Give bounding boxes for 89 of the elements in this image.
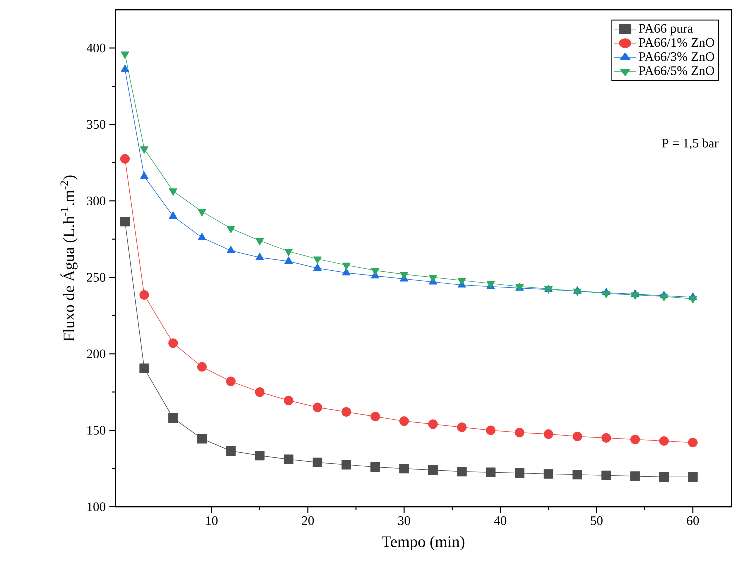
point (226, 446, 236, 456)
point (140, 364, 150, 374)
point (631, 292, 640, 300)
point (284, 256, 294, 264)
point (428, 465, 438, 476)
point (314, 256, 322, 264)
point (197, 362, 208, 372)
point (602, 470, 612, 480)
point (140, 172, 149, 180)
point (602, 433, 612, 443)
point (169, 212, 178, 219)
point (630, 434, 640, 445)
point (400, 272, 409, 280)
y-tick-label: 250 (87, 273, 106, 282)
point (140, 146, 149, 154)
point (659, 436, 670, 446)
point (428, 420, 438, 430)
x-tick-label: 20 (302, 516, 314, 526)
legend-label: PA66/5% ZnO (639, 66, 714, 76)
point (198, 209, 206, 217)
x-tick-label: 40 (494, 516, 507, 526)
point (169, 188, 178, 196)
point (400, 464, 410, 474)
y-tick-label: 150 (88, 426, 106, 435)
point (255, 450, 265, 461)
point (226, 226, 236, 234)
x-tick-label: 10 (206, 516, 218, 526)
point (255, 388, 265, 398)
point (515, 468, 525, 478)
point (121, 52, 130, 60)
point (486, 426, 496, 436)
point (197, 434, 208, 444)
legend-label: PA66/1% ZnO (639, 38, 714, 48)
x-tick-label: 30 (398, 516, 410, 526)
point (198, 233, 206, 240)
x-tick-label: 60 (687, 516, 700, 526)
annotation: P = 1,5 bar (662, 138, 719, 150)
point (120, 216, 130, 227)
legend-label: PA66/3% ZnO (639, 52, 714, 62)
point (168, 338, 178, 348)
point (226, 246, 236, 254)
point (688, 438, 698, 448)
point (659, 472, 670, 482)
y-tick-label: 350 (87, 120, 106, 130)
point (284, 396, 294, 406)
point (660, 294, 668, 302)
point (284, 249, 294, 256)
x-axis-title: Tempo (min) (382, 536, 465, 551)
point (370, 462, 380, 472)
point (256, 238, 264, 246)
point (572, 432, 582, 442)
point (121, 64, 130, 72)
point (342, 460, 352, 470)
point (371, 268, 380, 276)
point (544, 469, 554, 479)
point (515, 428, 525, 438)
point (342, 262, 351, 270)
point (312, 458, 323, 468)
point (457, 467, 467, 477)
point (140, 290, 150, 300)
y-tick-label: 400 (86, 44, 106, 53)
point (314, 264, 322, 271)
point (120, 154, 130, 164)
point (602, 291, 611, 298)
y-tick-label: 200 (87, 350, 106, 358)
point (370, 412, 380, 422)
point (630, 472, 640, 482)
point (688, 472, 698, 482)
point (226, 376, 236, 386)
point (572, 470, 582, 480)
point (457, 422, 467, 432)
point (342, 268, 351, 276)
point (486, 468, 496, 478)
point (168, 414, 178, 424)
point (573, 288, 582, 296)
point (400, 416, 410, 426)
x-tick-label: 50 (591, 516, 603, 526)
y-axis-title: Fluxo de Água (L.h$^{-1}$.m$^{-2}$) (60, 176, 78, 342)
legend-label: PA66 pura (639, 24, 694, 36)
point (688, 296, 698, 304)
point (429, 275, 438, 282)
point (342, 407, 352, 417)
point (458, 278, 466, 286)
point (256, 252, 264, 260)
point (544, 430, 554, 440)
y-tick-label: 300 (87, 196, 106, 206)
point (312, 402, 323, 412)
y-tick-label: 100 (88, 502, 106, 512)
point (284, 454, 294, 464)
